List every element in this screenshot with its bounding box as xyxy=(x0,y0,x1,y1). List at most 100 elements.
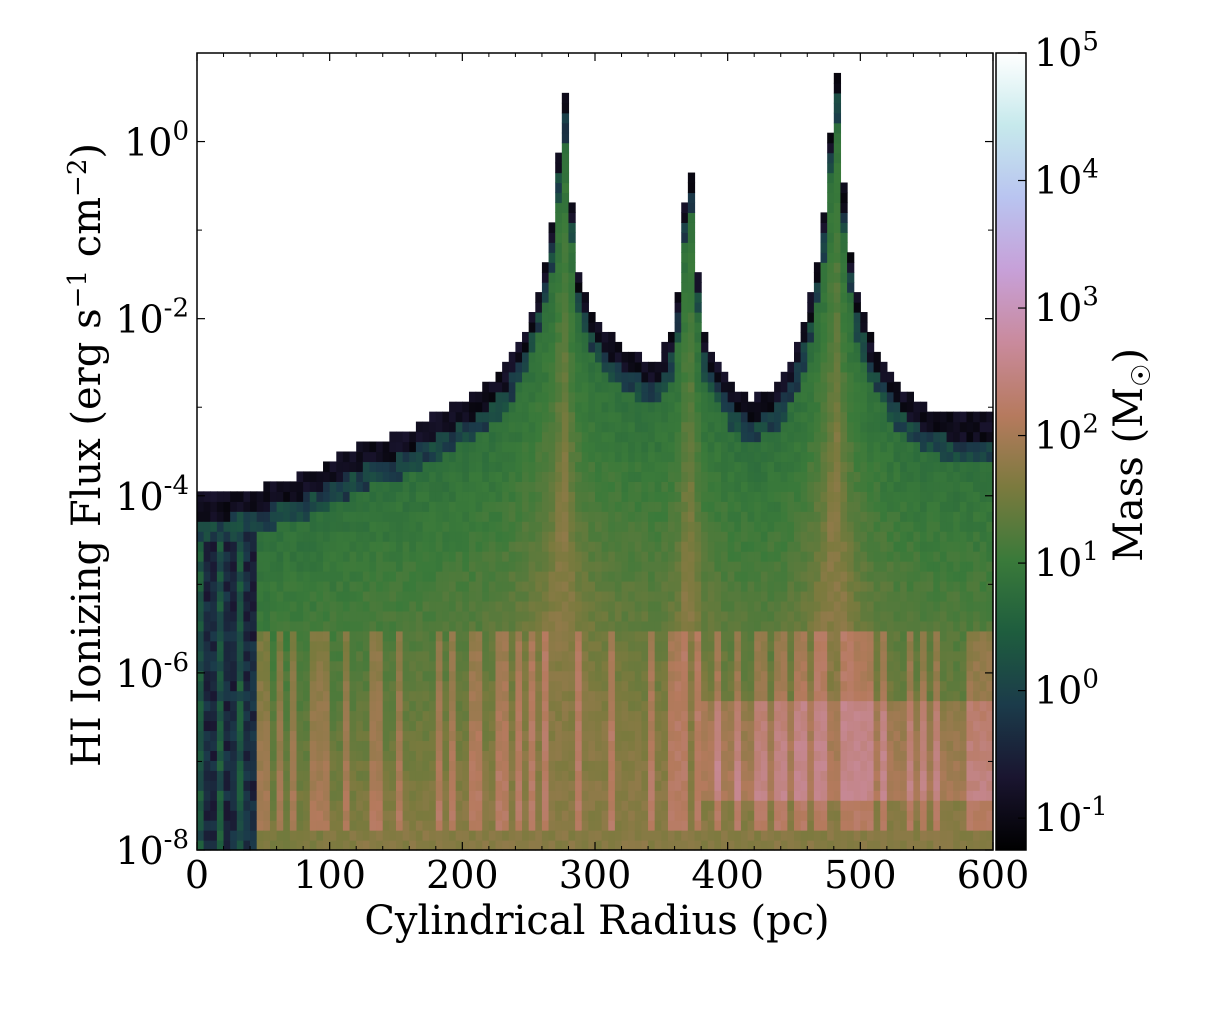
heatmap-cell xyxy=(468,840,477,851)
heatmap-cell xyxy=(648,810,656,821)
heatmap-cell xyxy=(575,321,583,333)
heatmap-cell xyxy=(362,461,371,473)
heatmap-cell xyxy=(800,610,808,622)
heatmap-cell xyxy=(847,561,855,572)
heatmap-cell xyxy=(727,760,735,771)
heatmap-cell xyxy=(528,321,536,333)
heatmap-cell xyxy=(754,461,762,473)
heatmap-cell xyxy=(800,351,808,363)
heatmap-cell xyxy=(482,780,490,791)
heatmap-cell xyxy=(800,740,808,751)
heatmap-cell xyxy=(807,341,815,353)
heatmap-cell xyxy=(581,650,589,662)
heatmap-cell xyxy=(575,650,583,662)
heatmap-cell xyxy=(860,720,868,732)
heatmap-cell xyxy=(455,820,463,831)
heatmap-cell xyxy=(548,800,556,811)
heatmap-cell xyxy=(621,730,629,742)
heatmap-cell xyxy=(827,600,835,612)
heatmap-cell xyxy=(223,690,231,702)
heatmap-cell xyxy=(681,820,689,831)
heatmap-cell xyxy=(548,242,556,253)
heatmap-cell xyxy=(210,491,218,502)
heatmap-cell xyxy=(581,421,589,433)
heatmap-cell xyxy=(833,760,842,771)
heatmap-cell xyxy=(714,521,722,532)
heatmap-cell xyxy=(754,391,762,403)
heatmap-cell xyxy=(747,571,755,582)
heatmap-cell xyxy=(541,740,550,751)
heatmap-cell xyxy=(342,511,351,522)
heatmap-cell xyxy=(548,331,556,343)
heatmap-cell xyxy=(449,481,457,492)
heatmap-cell xyxy=(535,660,543,672)
heatmap-cell xyxy=(263,501,271,512)
heatmap-cell xyxy=(449,521,457,532)
heatmap-cell xyxy=(515,720,523,732)
heatmap-cell xyxy=(356,501,364,512)
heatmap-cell xyxy=(628,830,636,841)
heatmap-cell xyxy=(349,650,357,662)
heatmap-cell xyxy=(880,571,888,582)
heatmap-cell xyxy=(654,820,662,831)
heatmap-cell xyxy=(648,441,656,453)
heatmap-cell xyxy=(674,361,682,373)
heatmap-cell xyxy=(787,501,795,512)
heatmap-cell xyxy=(601,650,609,662)
heatmap-cell xyxy=(840,411,848,423)
heatmap-cell xyxy=(455,411,463,423)
heatmap-cell xyxy=(734,690,742,702)
heatmap-cell xyxy=(561,551,570,562)
heatmap-cell xyxy=(468,830,477,841)
heatmap-cell xyxy=(369,590,377,602)
heatmap-cell xyxy=(362,571,371,582)
heatmap-cell xyxy=(243,521,251,532)
heatmap-cell xyxy=(475,491,483,502)
heatmap-cell xyxy=(435,600,444,612)
heatmap-cell xyxy=(787,461,795,473)
heatmap-cell xyxy=(522,521,530,532)
heatmap-cell xyxy=(561,501,570,512)
heatmap-cell xyxy=(581,700,589,712)
heatmap-cell xyxy=(435,630,444,642)
heatmap-cell xyxy=(283,620,291,632)
heatmap-cell xyxy=(701,331,709,343)
heatmap-cell xyxy=(654,710,662,722)
heatmap-cell xyxy=(694,620,702,632)
heatmap-cell xyxy=(588,840,596,851)
heatmap-cell xyxy=(263,690,271,702)
heatmap-cell xyxy=(283,730,291,742)
heatmap-cell xyxy=(847,481,855,492)
heatmap-cell xyxy=(561,381,570,393)
heatmap-cell xyxy=(303,740,311,751)
heatmap-cell xyxy=(754,750,762,761)
heatmap-cell xyxy=(216,640,225,652)
heatmap-cell xyxy=(701,461,709,473)
heatmap-cell xyxy=(727,431,735,443)
heatmap-cell xyxy=(734,770,742,781)
heatmap-cell xyxy=(873,690,881,702)
heatmap-cell xyxy=(382,481,390,492)
heatmap-cell xyxy=(415,770,424,781)
heatmap-cell xyxy=(807,700,815,712)
heatmap-cell xyxy=(422,521,430,532)
heatmap-cell xyxy=(707,501,715,512)
heatmap-cell xyxy=(608,431,616,443)
heatmap-cell xyxy=(502,491,510,502)
heatmap-cell xyxy=(555,212,563,223)
heatmap-cell xyxy=(250,720,258,732)
heatmap-cell xyxy=(767,431,775,443)
heatmap-cell xyxy=(575,331,583,343)
heatmap-cell xyxy=(528,371,536,383)
heatmap-cell xyxy=(216,571,225,582)
heatmap-cell xyxy=(316,780,324,791)
heatmap-cell xyxy=(203,690,211,702)
heatmap-cell xyxy=(833,491,842,502)
heatmap-cell xyxy=(800,600,808,612)
heatmap-cell xyxy=(376,760,384,771)
heatmap-cell xyxy=(880,810,888,821)
heatmap-cell xyxy=(820,750,828,761)
heatmap-cell xyxy=(296,521,304,532)
heatmap-cell xyxy=(396,491,404,502)
heatmap-cell xyxy=(548,222,556,233)
